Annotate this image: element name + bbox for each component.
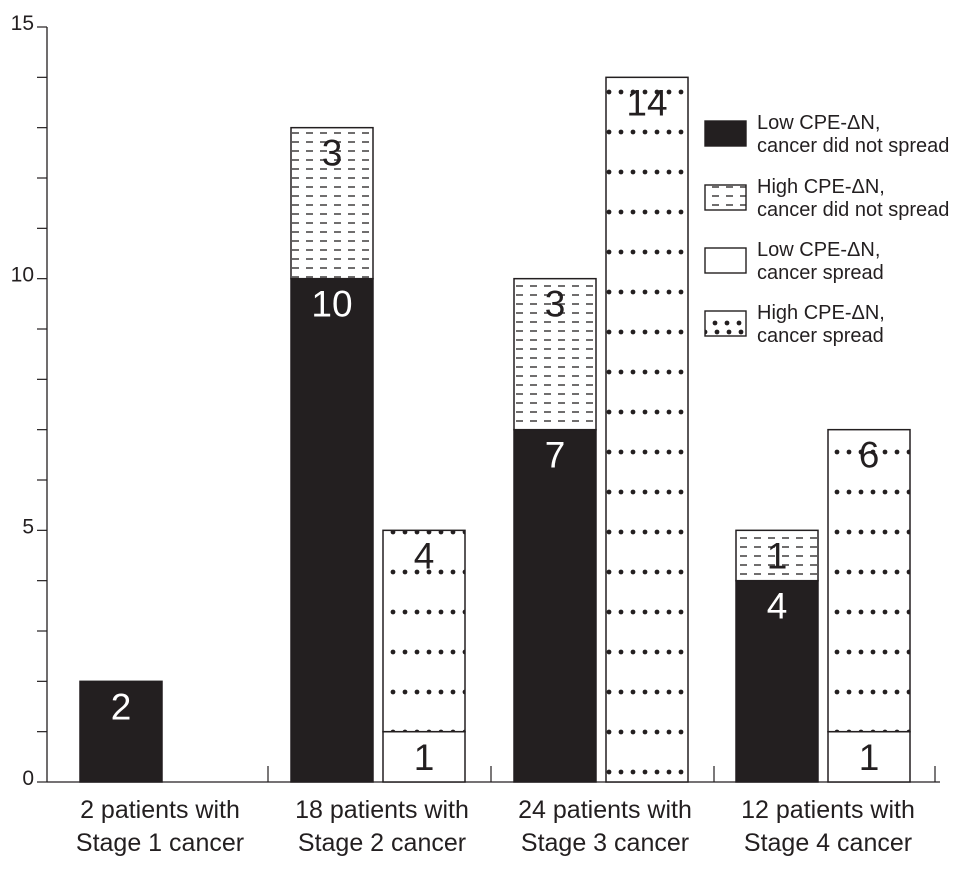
x-category-label-line: 24 patients with (518, 796, 692, 824)
bar-segment-high_spread (605, 76, 689, 783)
x-category-label: 24 patients with Stage 3 cancer (518, 796, 692, 857)
legend-label-line: cancer did not spread (757, 135, 949, 157)
bar-value-label: 1 (767, 536, 788, 577)
legend-label: High CPE-ΔN, cancer spread (757, 302, 885, 347)
bar-value-label: 3 (545, 284, 566, 325)
x-category-label: 2 patients with Stage 1 cancer (76, 796, 244, 857)
bar-value-label: 4 (414, 535, 435, 576)
legend-swatch (704, 247, 747, 274)
bar-segment-low_no_spread (513, 428, 597, 783)
legend-item-high_spread: High CPE-ΔN, cancer spread (704, 302, 885, 347)
x-category-label-line: Stage 1 cancer (76, 829, 244, 857)
legend-item-high_no_spread: High CPE-ΔN, cancer did not spread (704, 176, 949, 221)
legend-item-low_no_spread: Low CPE-ΔN, cancer did not spread (704, 112, 949, 157)
legend-label-line: cancer did not spread (757, 199, 949, 221)
legend-swatch (704, 184, 747, 211)
bar-stack: 14 (605, 76, 689, 783)
legend-swatch-dot (724, 320, 730, 326)
legend-swatch-dot (712, 320, 718, 326)
y-tick-label: 15 (11, 12, 34, 35)
legend-label-line: cancer spread (757, 262, 884, 284)
bar-value-label: 4 (767, 586, 788, 627)
bar-segment-low_no_spread (290, 277, 374, 783)
x-category-label-line: Stage 2 cancer (298, 829, 466, 857)
bar-value-label: 6 (859, 435, 880, 476)
bar-segment-high_no_spread (513, 277, 597, 431)
bar-stack: 14 (382, 529, 466, 783)
bar-stack: 2 (79, 680, 163, 783)
legend-swatch-dot (736, 320, 742, 326)
bar-stack: 10 3 (290, 126, 374, 783)
bar-segment-high_no_spread (735, 529, 819, 582)
y-tick-label: 0 (22, 767, 34, 790)
legend-label-line: Low CPE-ΔN, (757, 112, 880, 134)
bar-segment-low_no_spread (79, 680, 163, 783)
legend-label-line: High CPE-ΔN, (757, 176, 885, 198)
y-tick-label: 5 (22, 515, 34, 538)
bar-value-label: 3 (322, 133, 343, 174)
x-category-label-line: 2 patients with (80, 796, 240, 824)
legend-label: High CPE-ΔN, cancer did not spread (757, 176, 949, 221)
bar-stack: 73 (513, 277, 597, 783)
bar-segment-high_spread (827, 428, 911, 733)
bar-value-label: 14 (626, 82, 667, 123)
x-category-label-line: Stage 4 cancer (744, 829, 912, 857)
x-category-label-line: 18 patients with (295, 796, 469, 824)
bar-stack: 41 (735, 529, 819, 783)
bar-segment-low_no_spread (735, 579, 819, 783)
x-category-label-line: Stage 3 cancer (521, 829, 689, 857)
x-category-label: 12 patients with Stage 4 cancer (741, 796, 915, 857)
legend-swatch (704, 120, 747, 147)
bar-segment-high_spread (382, 529, 466, 733)
bar-value-label: 1 (859, 737, 880, 778)
bar-value-label: 1 (414, 737, 435, 778)
bar-value-label: 2 (111, 686, 132, 727)
bar-segment-low_spread (382, 730, 466, 783)
bar-value-label: 7 (545, 435, 566, 476)
y-tick-label: 10 (11, 264, 34, 287)
legend-label: Low CPE-ΔN, cancer spread (757, 239, 884, 284)
bar-stack: 16 (827, 428, 911, 783)
legend-label-line: Low CPE-ΔN, (757, 239, 880, 261)
legend-item-low_spread: Low CPE-ΔN, cancer spread (704, 239, 884, 284)
legend-label-line: High CPE-ΔN, (757, 302, 885, 324)
x-category-label: 18 patients with Stage 2 cancer (295, 796, 469, 857)
x-category-label-line: 12 patients with (741, 796, 915, 824)
legend-label: Low CPE-ΔN, cancer did not spread (757, 112, 949, 157)
x-axis-labels: 2 patients with Stage 1 cancer 18 patients… (76, 796, 915, 857)
bar-segment-high_no_spread (290, 126, 374, 280)
legend-label-line: cancer spread (757, 325, 884, 347)
bar-value-label: 10 (311, 284, 352, 325)
